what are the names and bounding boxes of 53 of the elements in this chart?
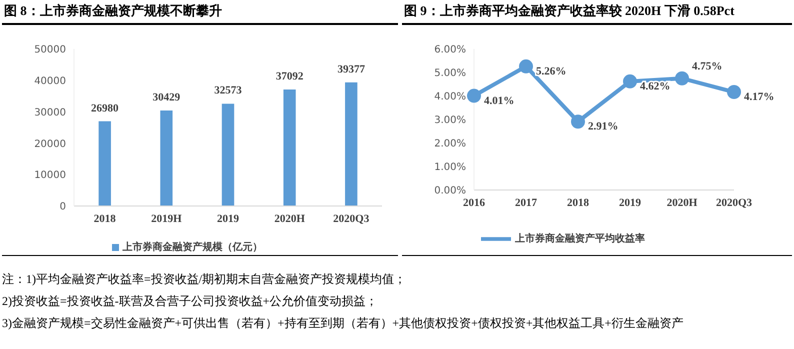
y-tick-label: 40000 bbox=[34, 76, 66, 87]
x-tick-label: 2019 bbox=[217, 212, 240, 225]
x-tick-label: 2018 bbox=[567, 196, 590, 209]
data-label: 5.26% bbox=[536, 65, 566, 78]
legend-label: 上市券商金融资产平均收益率 bbox=[515, 233, 645, 244]
x-tick-label: 2017 bbox=[515, 196, 538, 209]
x-tick-label: 2020H bbox=[666, 196, 698, 209]
data-label: 2.91% bbox=[588, 120, 618, 133]
y-tick-label: 6.00% bbox=[434, 44, 466, 56]
x-tick-label: 2019 bbox=[619, 196, 642, 209]
text: 注：1)平均金融资产收益率=投资收益/期初期末自营金融资产投资规模均值； bbox=[2, 271, 408, 288]
x-tick-label: 2019H bbox=[151, 212, 182, 225]
legend-label: 上市券商金融资产规模（亿元） bbox=[122, 242, 262, 253]
y-tick-label: 3.00% bbox=[434, 115, 466, 126]
bar bbox=[222, 104, 234, 206]
bar bbox=[98, 121, 111, 206]
chart-title: 图 8：上市券商金融资产规模不断攀升 bbox=[2, 0, 398, 25]
point bbox=[519, 59, 533, 74]
x-tick-label: 2020H bbox=[274, 212, 306, 225]
y-tick-label: 0.00% bbox=[434, 186, 466, 197]
y-tick-label: 1.00% bbox=[434, 162, 466, 174]
data-label: 30429 bbox=[152, 91, 181, 104]
text: 3)金融资产规模=交易性金融资产+可供出售（若有）+持有至到期（若有）+其他债权投资+债权投资+其他权益工具+衍生金融资产 bbox=[2, 315, 684, 332]
data-label: 26980 bbox=[91, 102, 120, 114]
point bbox=[623, 74, 637, 88]
y-tick-label: 2.00% bbox=[434, 138, 466, 150]
x-tick-label: 2018 bbox=[94, 212, 116, 225]
y-tick-label: 30000 bbox=[34, 107, 66, 118]
data-label: 4.17% bbox=[744, 91, 774, 104]
data-label: 39377 bbox=[337, 63, 366, 76]
y-tick-label: 20000 bbox=[34, 138, 66, 150]
y-tick-label: 5.00% bbox=[434, 68, 466, 80]
y-tick-label: 50000 bbox=[34, 44, 66, 56]
data-label: 32573 bbox=[214, 84, 242, 97]
point bbox=[571, 114, 585, 129]
bar bbox=[160, 110, 173, 206]
x-tick-label: 2020Q3 bbox=[333, 212, 370, 225]
x-tick-label: 2016 bbox=[463, 196, 486, 209]
data-label: 4.62% bbox=[640, 80, 670, 92]
point bbox=[467, 88, 481, 103]
bar bbox=[283, 90, 296, 206]
point bbox=[675, 71, 689, 86]
bar bbox=[345, 82, 358, 206]
data-label: 4.01% bbox=[484, 94, 514, 107]
x-tick-label: 2020Q3 bbox=[716, 196, 753, 209]
text: 2)投资收益=投资收益-联营及合营子公司投资收益+公允价值变动损益； bbox=[2, 293, 379, 310]
y-tick-label: 0 bbox=[60, 202, 66, 213]
point bbox=[727, 85, 741, 100]
y-tick-label: 10000 bbox=[34, 170, 66, 182]
data-label: 4.75% bbox=[692, 60, 722, 72]
data-label: 37092 bbox=[276, 70, 304, 83]
y-tick-label: 4.00% bbox=[434, 92, 466, 103]
chart-title: 图 9：上市券商平均金融资产收益率较 2020H 下滑 0.58Pct bbox=[402, 0, 792, 25]
